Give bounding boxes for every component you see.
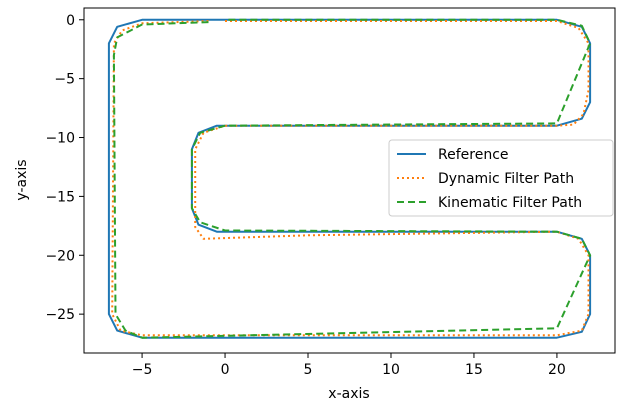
legend-label-kinematic: Kinematic Filter Path xyxy=(438,195,582,211)
y-tick-label: −20 xyxy=(45,248,75,264)
series-line-1 xyxy=(111,20,590,337)
y-tick-label: −25 xyxy=(45,307,75,323)
series-line-0 xyxy=(107,18,592,339)
x-tick-label: −5 xyxy=(132,362,153,378)
x-tick-label: 0 xyxy=(221,362,230,378)
y-axis-label: y-axis xyxy=(14,159,30,200)
series-line-2 xyxy=(112,18,592,339)
x-tick-label: 20 xyxy=(548,362,566,378)
series-layer xyxy=(107,18,592,339)
x-axis-label: x-axis xyxy=(328,386,369,402)
y-ticks: 0 −5 −10 −15 −20 −25 xyxy=(45,13,84,323)
x-tick-label: 15 xyxy=(465,362,483,378)
y-tick-label: −15 xyxy=(45,189,75,205)
x-tick-label: 10 xyxy=(382,362,400,378)
x-ticks: −5 0 5 10 15 20 xyxy=(132,353,566,378)
y-tick-label: −5 xyxy=(54,72,75,88)
legend-box xyxy=(388,139,614,217)
x-tick-label: 5 xyxy=(304,362,313,378)
y-tick-label: 0 xyxy=(66,13,75,29)
y-tick-label: −10 xyxy=(45,131,75,147)
legend-label-dynamic: Dynamic Filter Path xyxy=(438,171,574,187)
legend: Reference Dynamic Filter Path Kinematic … xyxy=(388,139,614,217)
legend-label-reference: Reference xyxy=(438,147,509,163)
